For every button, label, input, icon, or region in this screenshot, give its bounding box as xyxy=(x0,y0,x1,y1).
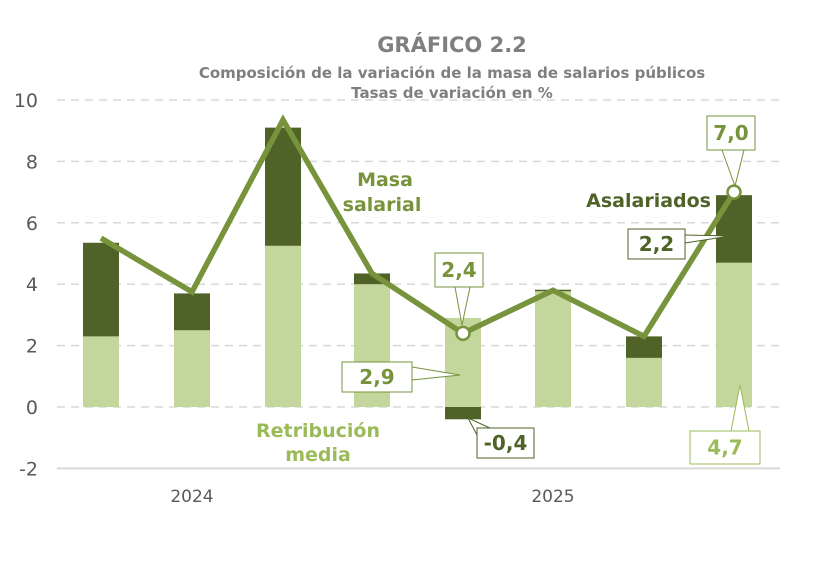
y-tick-label: 2 xyxy=(26,336,38,358)
label-masa-2025t4-leader xyxy=(721,149,745,188)
series-label-masa: Masa xyxy=(357,169,413,191)
label-asal-2025t4: 2,2 xyxy=(639,232,674,256)
bar-asalariados xyxy=(626,336,662,358)
x-year-label: 2025 xyxy=(531,487,574,507)
y-tick-label: 10 xyxy=(14,90,38,112)
label-retrib-2025t1: 2,9 xyxy=(359,365,394,389)
bar-asalariados xyxy=(174,293,210,331)
label-retrib-2025t4-box xyxy=(689,430,761,465)
bar-retribucion-media xyxy=(265,245,301,407)
bar-retribucion-media xyxy=(535,290,571,407)
label-asal-2025t1: -0,4 xyxy=(484,431,528,455)
series-label-asalariados: Asalariados xyxy=(586,190,711,212)
label-masa-2025t1-box xyxy=(434,252,484,288)
label-asal-2025t1-box xyxy=(476,427,535,459)
line-masa-salarial xyxy=(99,114,737,340)
bar-retribucion-media xyxy=(716,262,752,407)
y-tick-label: 6 xyxy=(26,213,38,235)
y-tick-label: 0 xyxy=(26,397,38,419)
label-masa-2025t4-box xyxy=(706,115,756,151)
series-label-retribucion: media xyxy=(285,444,351,466)
line-marker xyxy=(455,325,471,342)
bar-asalariados xyxy=(716,195,752,263)
x-year-label: 2024 xyxy=(170,487,213,507)
y-tick-label: 8 xyxy=(26,151,38,173)
chart-subtitle: Composición de la variación de la masa d… xyxy=(199,64,705,82)
y-tick-label: -2 xyxy=(19,458,38,480)
bar-asalariados xyxy=(445,407,481,420)
label-retrib-2025t4-leader xyxy=(730,384,750,432)
bar-retribucion-media xyxy=(174,330,210,407)
label-retrib-2025t1-box xyxy=(341,361,413,393)
label-masa-2025t1-leader xyxy=(454,286,471,326)
series-label-masa: salarial xyxy=(343,194,422,216)
chart-subtitle-2: Tasas de variación en % xyxy=(351,84,553,102)
y-tick-label: 4 xyxy=(26,274,38,296)
bar-retribucion-media xyxy=(83,336,119,407)
label-masa-2025t1: 2,4 xyxy=(441,258,476,282)
series-label-retribucion: Retribución xyxy=(256,420,380,442)
line-marker xyxy=(726,184,742,200)
bar-asalariados xyxy=(83,242,119,337)
label-retrib-2025t4: 4,7 xyxy=(707,436,742,460)
label-retrib-2025t1-leader xyxy=(411,366,461,381)
label-asal-2025t4-box xyxy=(627,228,686,260)
chart-title: GRÁFICO 2.2 xyxy=(377,32,527,57)
label-masa-2025t4: 7,0 xyxy=(713,121,748,145)
label-asal-2025t4-leader xyxy=(684,234,731,244)
bar-retribucion-media xyxy=(626,357,662,407)
bar-asalariados xyxy=(354,273,390,285)
